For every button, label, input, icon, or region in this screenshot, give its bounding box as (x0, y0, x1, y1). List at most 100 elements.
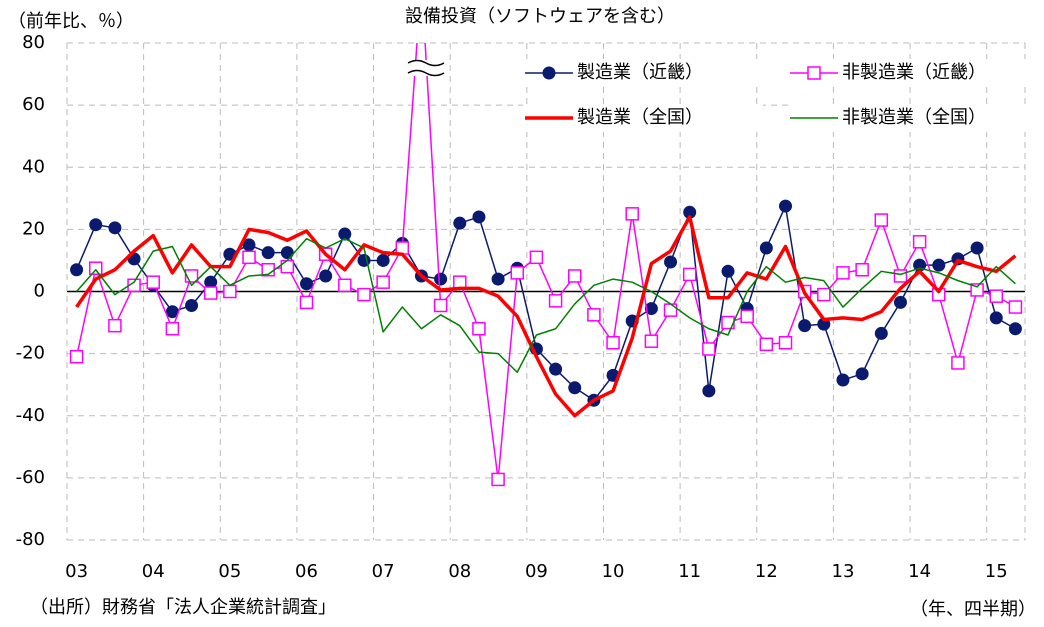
marker (836, 373, 850, 387)
marker (759, 337, 774, 352)
marker (951, 356, 965, 370)
legend-label: 非製造業（近畿） (842, 62, 986, 83)
axis-break-mark (407, 59, 445, 77)
marker (433, 298, 448, 313)
marker (69, 349, 84, 364)
y-tick-label: 60 (22, 94, 45, 115)
marker (702, 384, 716, 398)
marker (798, 319, 812, 333)
series-line (76, 237, 1016, 374)
legend-label: 製造業（全国） (577, 107, 703, 128)
marker (529, 250, 544, 265)
y-axis-label: （前年比、％） (8, 11, 134, 32)
marker (376, 253, 390, 267)
marker (203, 286, 218, 300)
source: （出所）財務省「法人企業統計調査」 (30, 597, 336, 618)
x-tick-label: 04 (142, 561, 165, 582)
marker (108, 318, 122, 333)
marker (644, 334, 659, 348)
marker (89, 218, 103, 232)
marker (70, 263, 84, 277)
x-tick-label: 11 (678, 561, 701, 582)
marker (970, 241, 984, 255)
marker (855, 263, 869, 277)
marker (453, 216, 467, 230)
legend-marker (807, 66, 821, 80)
marker (491, 472, 505, 487)
legend-marker (542, 66, 556, 80)
marker (510, 266, 525, 280)
x-tick-label: 13 (832, 561, 855, 582)
x-tick-label: 05 (218, 561, 241, 582)
axis-break (408, 60, 444, 76)
marker (357, 287, 371, 302)
x-tick-label: 07 (372, 561, 395, 582)
marker (874, 213, 889, 227)
y-tick-label: 0 (34, 281, 45, 302)
marker (242, 238, 256, 252)
marker (434, 272, 448, 286)
marker (606, 336, 620, 350)
plot-area (69, 43, 1023, 487)
marker (204, 275, 218, 289)
marker (300, 277, 313, 291)
chart-title: 設備投資（ソフトウェアを含む） (405, 6, 675, 27)
marker (836, 266, 850, 280)
marker (165, 322, 180, 336)
marker (165, 305, 179, 319)
marker (912, 235, 927, 249)
marker (549, 362, 563, 376)
x-tick-label: 03 (65, 561, 88, 582)
x-tick-label: 14 (908, 561, 931, 582)
marker (108, 221, 122, 235)
marker (855, 367, 869, 381)
marker (548, 294, 563, 308)
marker (491, 272, 505, 286)
marker (587, 308, 601, 322)
marker (242, 250, 256, 265)
x-tick-label: 06 (295, 561, 318, 582)
y-tick-label: -20 (16, 343, 45, 364)
marker (663, 303, 678, 317)
marker (817, 287, 831, 302)
marker (644, 302, 658, 316)
marker (185, 298, 199, 312)
legend-label: 非製造業（全国） (842, 107, 986, 128)
marker (989, 311, 1003, 325)
marker (721, 264, 735, 278)
marker (778, 336, 793, 350)
marker (682, 267, 697, 282)
marker (472, 210, 486, 224)
marker (702, 342, 716, 356)
marker (146, 275, 160, 289)
marker (261, 246, 275, 260)
marker (280, 246, 294, 260)
marker (893, 295, 907, 309)
marker (1008, 322, 1022, 336)
y-tick-label: 80 (22, 32, 45, 53)
y-tick-label: -40 (16, 405, 45, 426)
series-line (75, 205, 1016, 401)
marker (453, 275, 467, 289)
marker (472, 322, 486, 336)
marker (893, 269, 908, 283)
marker (338, 227, 352, 241)
x-axis-label: （年、四半期） (910, 599, 1036, 620)
marker (223, 284, 237, 299)
marker (932, 258, 946, 272)
x-tick-label: 08 (448, 561, 471, 582)
marker (567, 269, 582, 283)
y-tick-label: 40 (22, 156, 45, 177)
y-tick-label: -60 (16, 467, 45, 488)
marker (299, 295, 314, 310)
marker (779, 199, 792, 213)
marker (664, 255, 678, 269)
marker (970, 283, 984, 297)
y-tick-label: -80 (16, 529, 45, 550)
series-line (75, 215, 1017, 418)
marker (874, 326, 888, 340)
marker (683, 205, 697, 219)
marker (280, 259, 295, 274)
marker (759, 241, 773, 255)
